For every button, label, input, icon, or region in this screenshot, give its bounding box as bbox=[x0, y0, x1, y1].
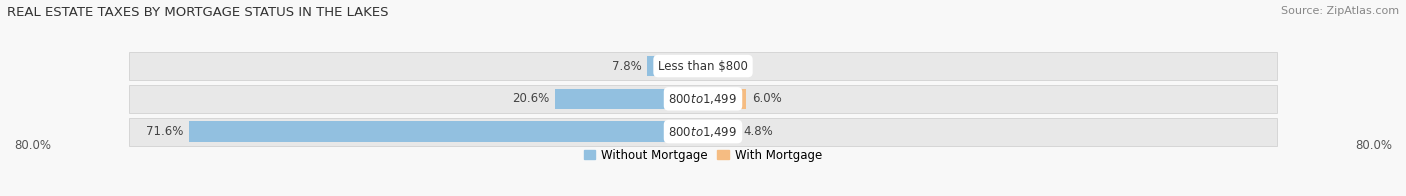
Text: 0.0%: 0.0% bbox=[709, 60, 738, 73]
Text: 20.6%: 20.6% bbox=[512, 92, 550, 105]
Bar bbox=[647, 56, 703, 76]
Bar bbox=[190, 122, 703, 142]
Text: $800 to $1,499: $800 to $1,499 bbox=[668, 125, 738, 139]
Text: 80.0%: 80.0% bbox=[1355, 139, 1392, 152]
Bar bbox=[703, 122, 738, 142]
Text: Less than $800: Less than $800 bbox=[658, 60, 748, 73]
Text: 7.8%: 7.8% bbox=[612, 60, 641, 73]
Bar bbox=[129, 85, 1277, 113]
Text: 6.0%: 6.0% bbox=[752, 92, 782, 105]
Text: 80.0%: 80.0% bbox=[14, 139, 51, 152]
Legend: Without Mortgage, With Mortgage: Without Mortgage, With Mortgage bbox=[579, 144, 827, 167]
Bar bbox=[703, 89, 747, 109]
Bar bbox=[129, 118, 1277, 145]
Text: 71.6%: 71.6% bbox=[146, 125, 183, 138]
Text: REAL ESTATE TAXES BY MORTGAGE STATUS IN THE LAKES: REAL ESTATE TAXES BY MORTGAGE STATUS IN … bbox=[7, 6, 388, 19]
Bar bbox=[129, 52, 1277, 80]
Text: $800 to $1,499: $800 to $1,499 bbox=[668, 92, 738, 106]
Bar bbox=[555, 89, 703, 109]
Text: Source: ZipAtlas.com: Source: ZipAtlas.com bbox=[1281, 6, 1399, 16]
Text: 4.8%: 4.8% bbox=[744, 125, 773, 138]
